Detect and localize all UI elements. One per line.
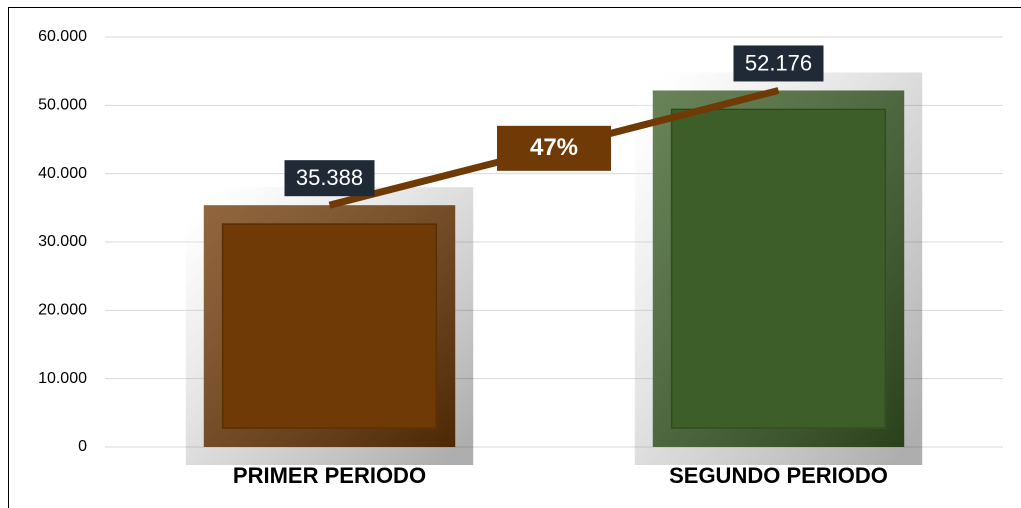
bar [203, 205, 456, 447]
y-tick-label: 20.000 [38, 302, 87, 319]
value-label: 35.388 [296, 165, 363, 190]
value-label-box [284, 160, 375, 197]
y-tick-label: 0 [78, 438, 87, 455]
x-tick-label: PRIMER PERIODO [233, 463, 426, 488]
chart-frame [8, 7, 1021, 508]
bar-inner-edge [671, 108, 886, 429]
y-tick-label: 40.000 [38, 165, 87, 182]
y-tick-label: 30.000 [38, 233, 87, 250]
y-tick-label: 60.000 [38, 28, 87, 45]
bar [652, 90, 905, 448]
value-label-box [733, 45, 824, 82]
x-tick-label: SEGUNDO PERIODO [669, 463, 888, 488]
bar-inner-edge [222, 223, 437, 429]
y-tick-label: 50.000 [38, 97, 87, 114]
annotation: 47% [530, 134, 578, 161]
value-label: 52.176 [745, 50, 812, 75]
y-tick-label: 10.000 [38, 370, 87, 387]
annotation-box [497, 125, 611, 171]
